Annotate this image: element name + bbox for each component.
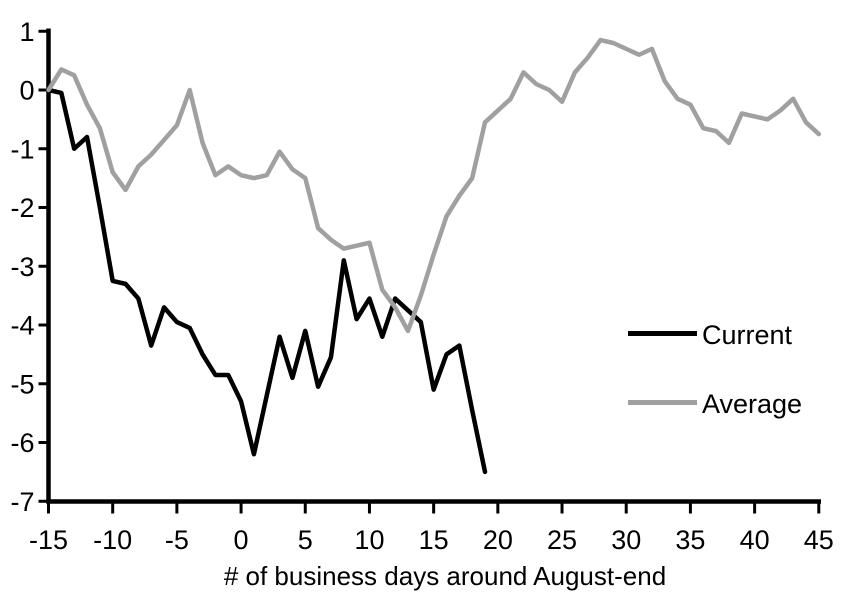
y-tick-label: -6 xyxy=(10,428,34,458)
current-series-line xyxy=(46,87,488,475)
x-axis-title: # of business days around August-end xyxy=(223,561,667,591)
x-tick-label: 35 xyxy=(675,525,705,555)
legend-swatch-current xyxy=(628,331,697,336)
y-tick-label: 1 xyxy=(19,17,34,47)
x-tick-label: 45 xyxy=(804,525,834,555)
legend-label-current: Current xyxy=(702,320,793,350)
x-tick-label: 15 xyxy=(419,525,449,555)
x-tick-label: 30 xyxy=(611,525,641,555)
y-tick-label: 0 xyxy=(19,76,34,106)
average-series-line xyxy=(46,37,822,334)
y-tick-label: -5 xyxy=(10,369,34,399)
x-tick-label: -10 xyxy=(93,525,132,555)
x-tick-label: 25 xyxy=(547,525,577,555)
y-tick-label: -3 xyxy=(10,252,34,282)
legend-swatch-average xyxy=(628,400,697,405)
y-tick-label: -1 xyxy=(10,134,34,164)
x-tick-label: -15 xyxy=(29,525,68,555)
x-tick-label: 5 xyxy=(298,525,313,555)
x-tick-label: 10 xyxy=(354,525,384,555)
y-tick-label: -2 xyxy=(10,193,34,223)
x-tick-label: 40 xyxy=(740,525,770,555)
legend-label-average: Average xyxy=(702,389,803,419)
x-tick-label: 0 xyxy=(234,525,249,555)
x-tick-label: -5 xyxy=(165,525,189,555)
x-tick-label: 20 xyxy=(483,525,513,555)
y-tick-label: -7 xyxy=(10,487,34,517)
y-tick-label: -4 xyxy=(10,311,34,341)
